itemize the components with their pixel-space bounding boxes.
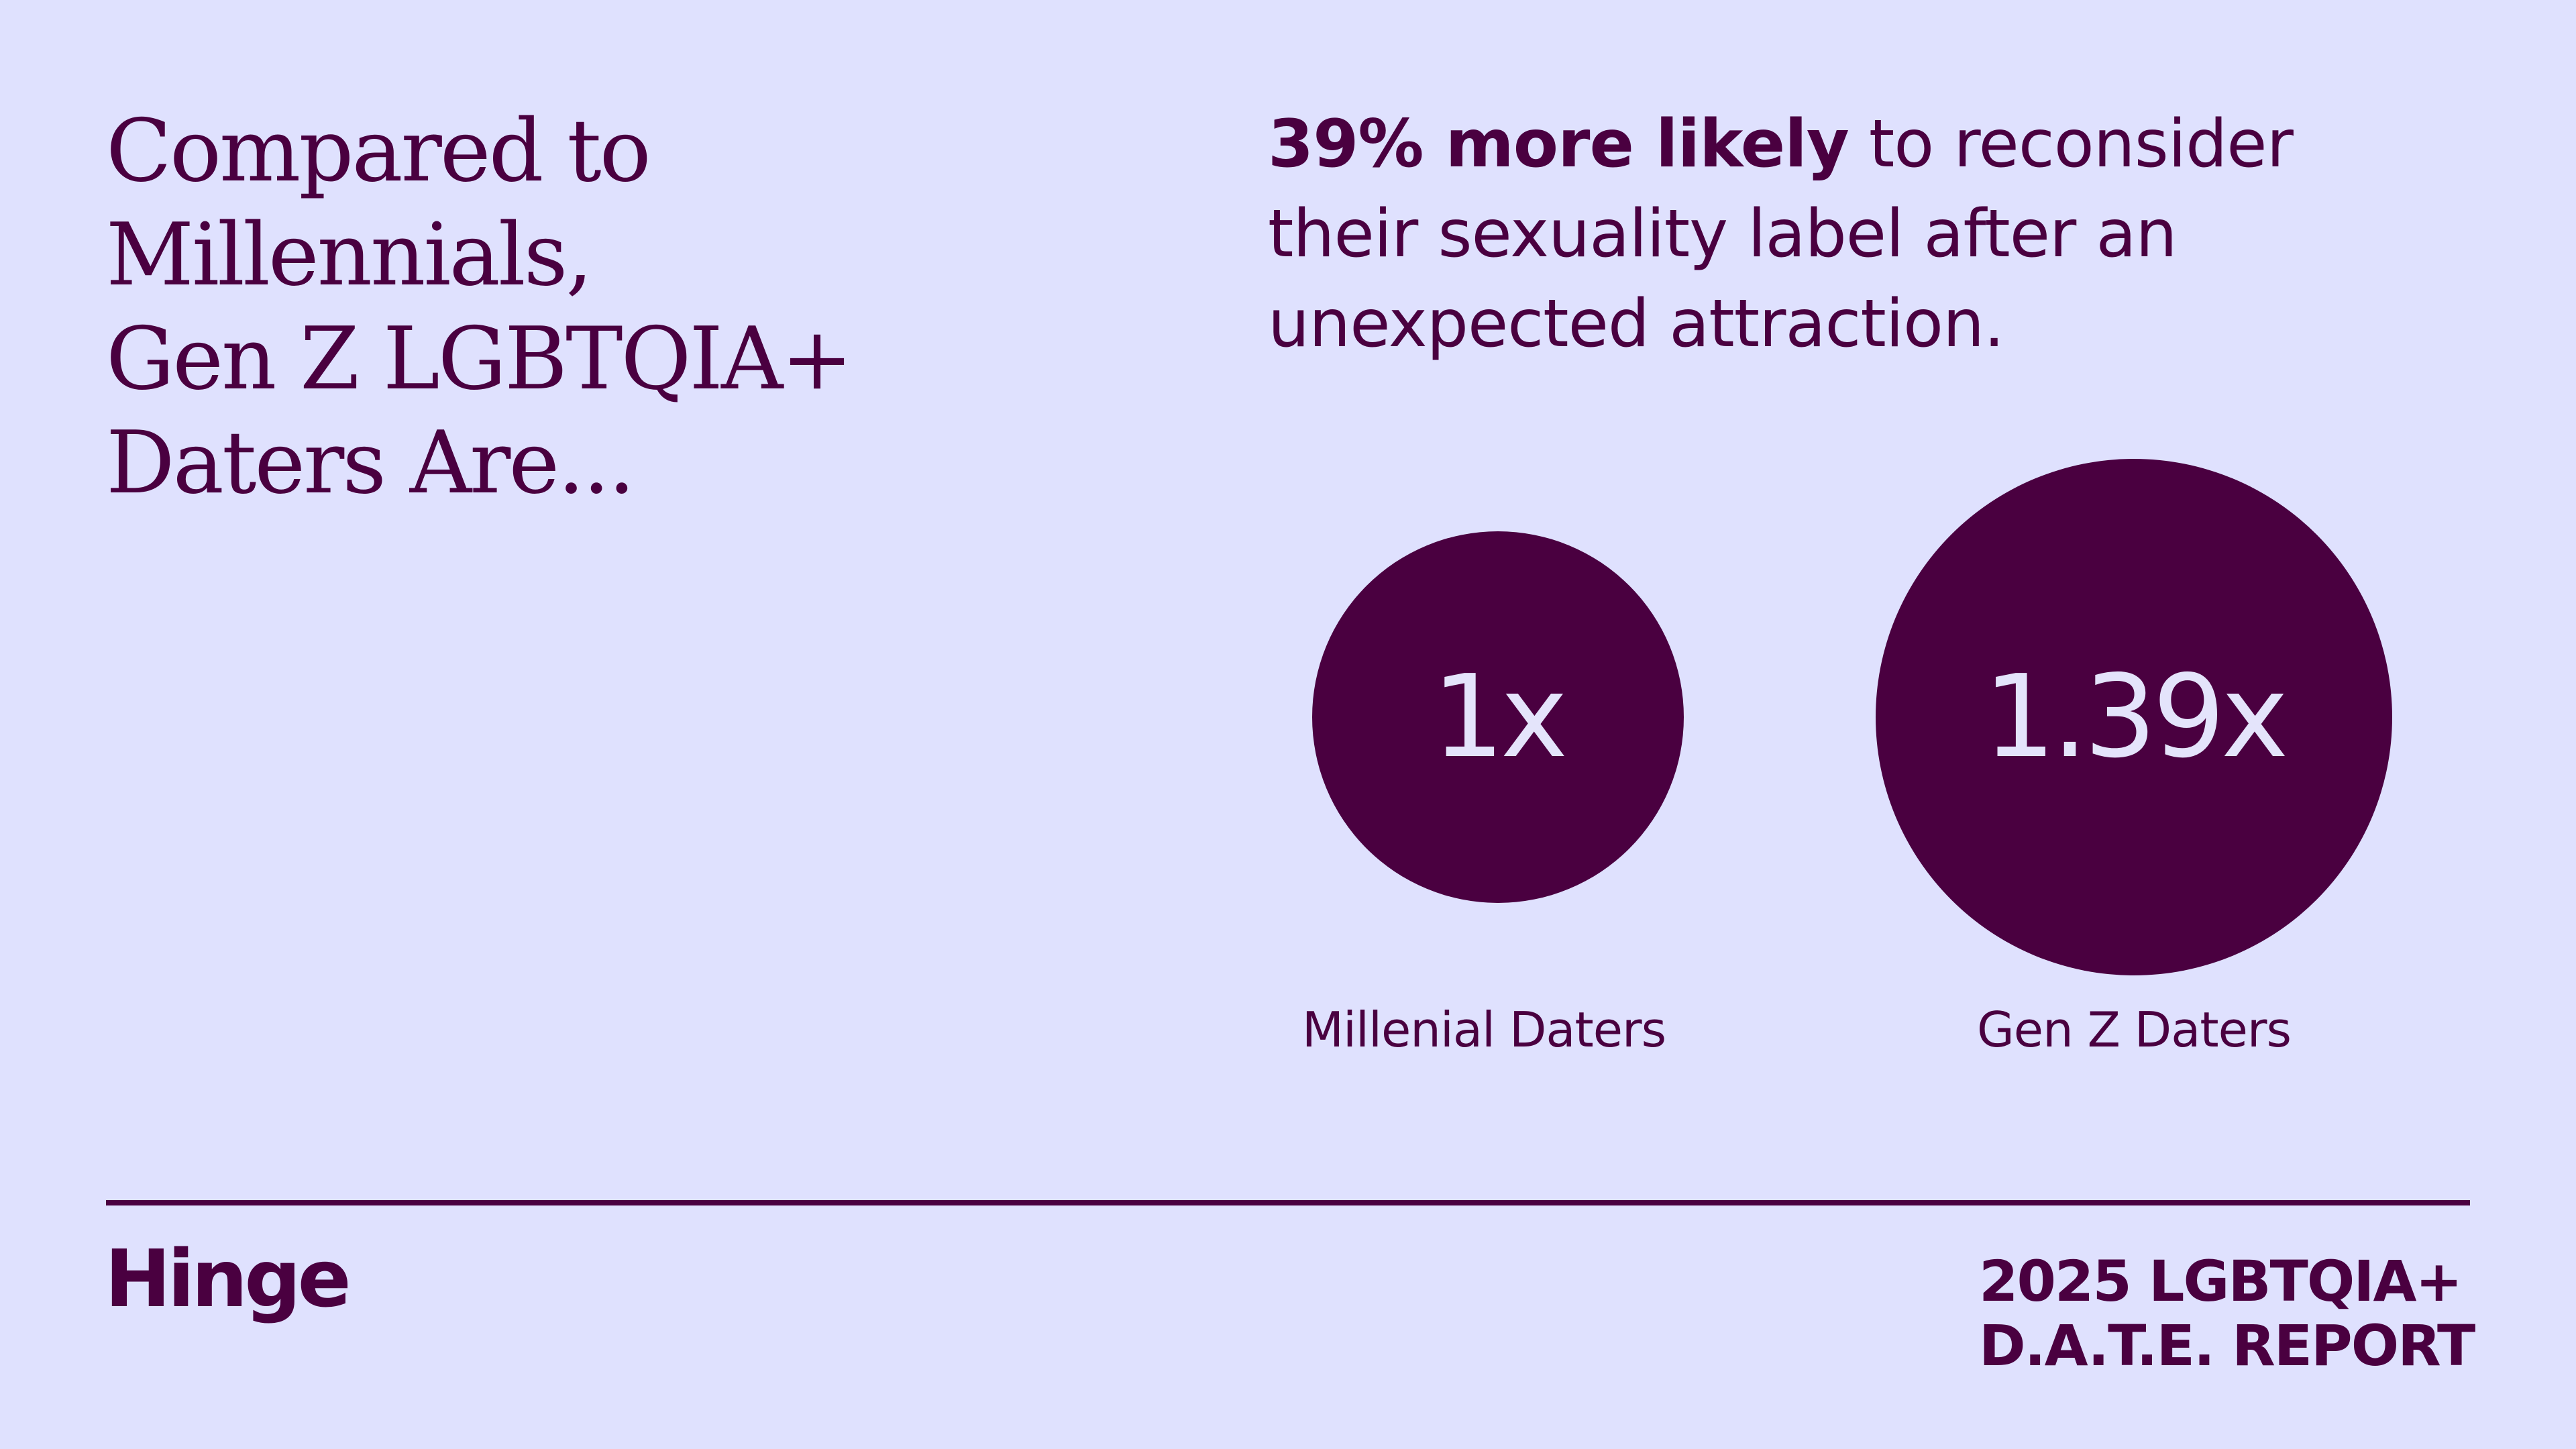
hinge-logo: Hinge [105, 1232, 352, 1325]
report-title-line: D.A.T.E. REPORT [1979, 1313, 2475, 1379]
headline-line: Daters Are... [106, 413, 635, 513]
report-title: 2025 LGBTQIA+ D.A.T.E. REPORT [1979, 1249, 2516, 1378]
stat-line: 39% more likely to reconsider [1268, 99, 2408, 189]
genz-label: Gen Z Daters [1976, 1002, 2292, 1058]
report-title-line: 2025 LGBTQIA+ [1979, 1248, 2463, 1314]
headline-line: Millennials, [106, 205, 593, 305]
headline-line: Compared to [106, 101, 651, 201]
footer-divider [106, 1200, 2470, 1205]
genz-circle: 1.39x [1876, 459, 2392, 975]
genz-value: 1.39x [1983, 651, 2288, 784]
stat-line: unexpected attraction. [1268, 286, 2004, 362]
stat-line-rest: to reconsider [1848, 106, 2294, 182]
stat-line: their sexuality label after an [1268, 196, 2178, 272]
stat-highlight: 39% more likely [1268, 106, 1849, 182]
headline-line: Gen Z LGBTQIA+ [106, 309, 853, 409]
millenial-label: Millenial Daters [1301, 1002, 1666, 1058]
headline: Compared to Millennials, Gen Z LGBTQIA+ … [106, 99, 1112, 515]
stat-statement: 39% more likely to reconsider their sexu… [1268, 99, 2408, 369]
millenial-value: 1x [1432, 651, 1568, 784]
millenial-circle: 1x [1312, 531, 1684, 903]
